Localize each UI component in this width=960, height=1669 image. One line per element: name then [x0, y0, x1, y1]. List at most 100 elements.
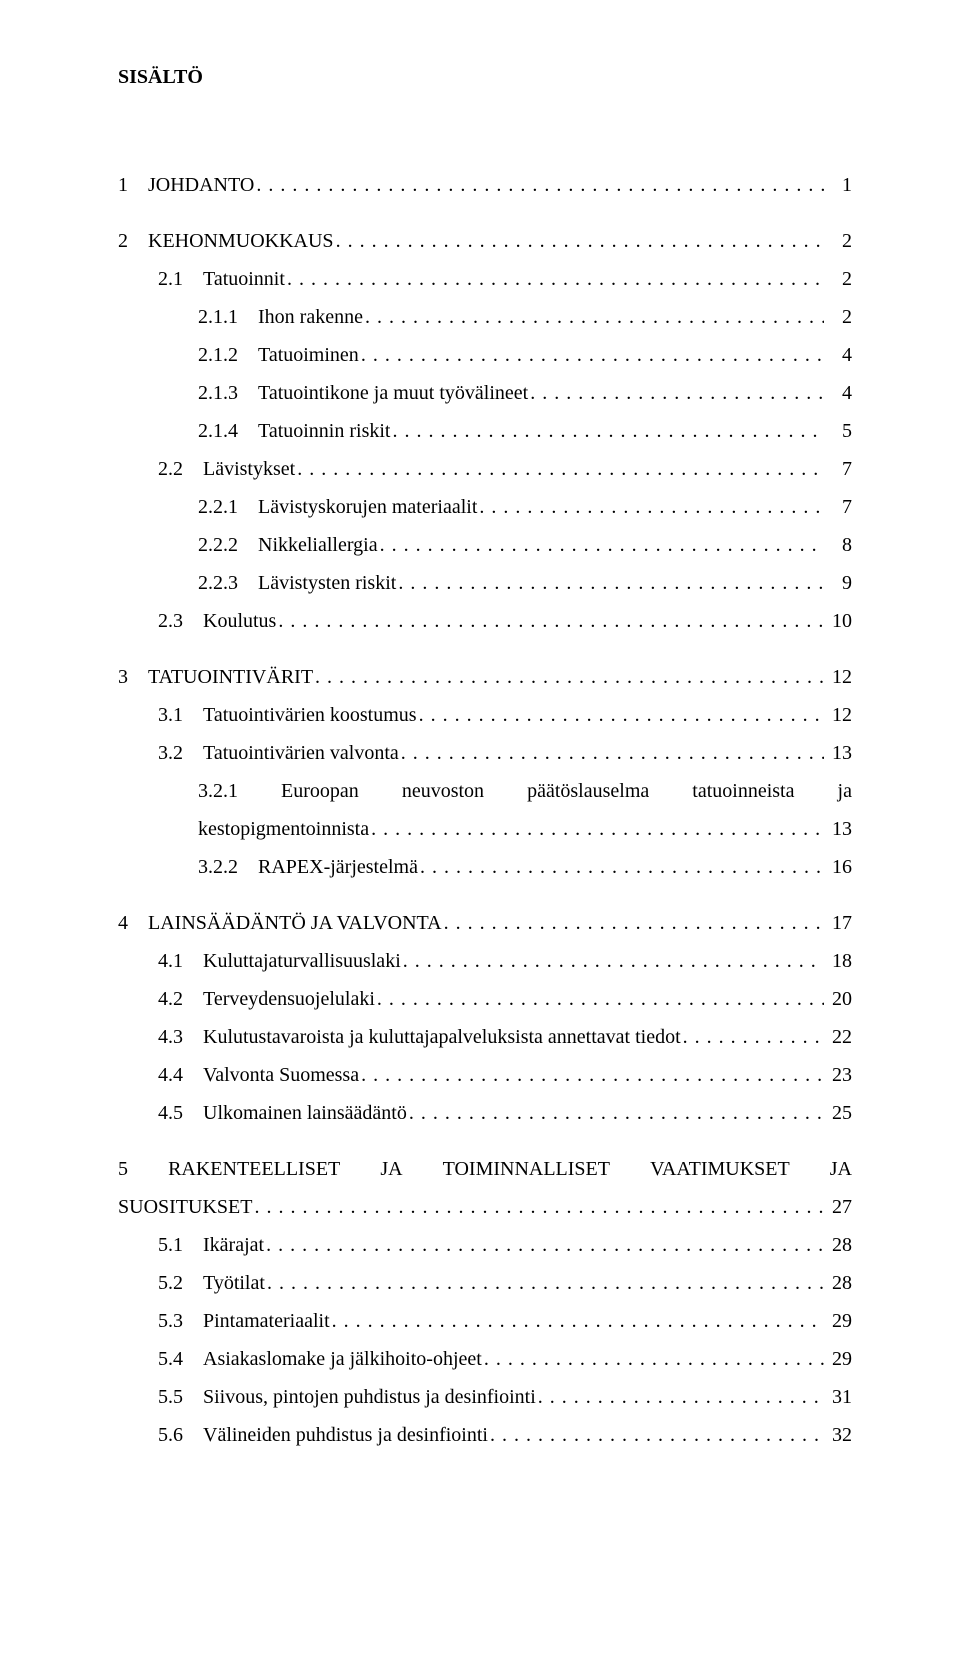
toc-label: 3.2 Tatuointivärien valvonta	[158, 734, 399, 772]
toc-entry: 5.1 Ikärajat28	[118, 1226, 852, 1264]
toc-label: 2 KEHONMUOKKAUS	[118, 222, 334, 260]
toc-label: 2.1.4 Tatuoinnin riskit	[198, 412, 390, 450]
toc-text: Kuluttajaturvallisuuslaki	[203, 950, 401, 972]
toc-number: 5.4	[158, 1348, 183, 1370]
toc-text-word: RAKENTEELLISET	[168, 1150, 340, 1188]
toc-number: 2.1	[158, 268, 183, 290]
toc-text: Tatuointivärien koostumus	[203, 704, 417, 726]
toc-number: 1	[118, 174, 128, 196]
toc-leader	[256, 166, 824, 204]
toc-entry: 4.5 Ulkomainen lainsäädäntö25	[118, 1094, 852, 1132]
toc-leader	[365, 298, 824, 336]
document-page: SISÄLTÖ 1 JOHDANTO12 KEHONMUOKKAUS22.1 T…	[0, 0, 960, 1669]
toc-number: 5.6	[158, 1424, 183, 1446]
toc-page-number: 7	[826, 488, 852, 526]
toc-entry: 5 RAKENTEELLISET JA TOIMINNALLISET VAATIMUKS…	[118, 1150, 852, 1226]
toc-entry: 3 TATUOINTIVÄRIT 12	[118, 658, 852, 696]
toc-number: 4.4	[158, 1064, 183, 1086]
toc-entry: 4.2 Terveydensuojelulaki20	[118, 980, 852, 1018]
toc-leader	[530, 374, 824, 412]
toc-page-number: 32	[826, 1416, 852, 1454]
toc-entry: 5.2 Työtilat 28	[118, 1264, 852, 1302]
toc-page-number: 16	[826, 848, 852, 886]
toc-entry: 3.2 Tatuointivärien valvonta 13	[118, 734, 852, 772]
toc-number: 2.1.2	[198, 344, 238, 366]
toc-label: 5.6 Välineiden puhdistus ja desinfiointi	[158, 1416, 488, 1454]
toc-entry: 2.2.2 Nikkeliallergia 8	[118, 526, 852, 564]
toc-page-number: 12	[826, 658, 852, 696]
toc-label: 2.1.2 Tatuoiminen	[198, 336, 359, 374]
toc-label: 2.2.2 Nikkeliallergia	[198, 526, 378, 564]
toc-page-number: 25	[826, 1094, 852, 1132]
toc-text: Lävistykset	[203, 458, 295, 480]
toc-leader	[419, 696, 824, 734]
toc-number: 5.2	[158, 1272, 183, 1294]
toc-leader	[371, 810, 824, 848]
toc-text: TATUOINTIVÄRIT	[148, 666, 313, 688]
toc-page-number: 2	[826, 260, 852, 298]
toc-number: 4.2	[158, 988, 183, 1010]
toc-label: 3 TATUOINTIVÄRIT	[118, 658, 313, 696]
toc-number: 2.3	[158, 610, 183, 632]
toc-leader	[361, 336, 824, 374]
toc-entry: 2 KEHONMUOKKAUS2	[118, 222, 852, 260]
toc-page-number: 4	[826, 374, 852, 412]
toc-entry: 4.4 Valvonta Suomessa23	[118, 1056, 852, 1094]
toc-page-number: 22	[826, 1018, 852, 1056]
toc-entry: 2.1.1 Ihon rakenne2	[118, 298, 852, 336]
toc-text-word: JA	[830, 1150, 852, 1188]
toc-entry: 3.1 Tatuointivärien koostumus12	[118, 696, 852, 734]
toc-page-number: 9	[826, 564, 852, 602]
toc-entry: 5.3 Pintamateriaalit29	[118, 1302, 852, 1340]
toc-text: Koulutus	[203, 610, 276, 632]
toc-text: kestopigmentoinnista	[198, 810, 369, 848]
toc-page-number: 13	[826, 734, 852, 772]
toc-entry: 2.1.4 Tatuoinnin riskit5	[118, 412, 852, 450]
toc-number: 3.2.2	[198, 856, 238, 878]
toc-number: 2.1.3	[198, 382, 238, 404]
toc-entry: 2.2.1 Lävistyskorujen materiaalit 7	[118, 488, 852, 526]
toc-number: 2.2.2	[198, 534, 238, 556]
toc-entry: 4.3 Kulutustavaroista ja kuluttajapalvel…	[118, 1018, 852, 1056]
toc-page-number: 28	[826, 1264, 852, 1302]
toc-page-number: 8	[826, 526, 852, 564]
toc-page-number: 23	[826, 1056, 852, 1094]
toc-text: Tatuoinnit	[203, 268, 285, 290]
toc-text-word: TOIMINNALLISET	[443, 1150, 610, 1188]
toc-text: Siivous, pintojen puhdistus ja desinfioi…	[203, 1386, 536, 1408]
toc-leader	[361, 1056, 824, 1094]
toc-number: 5.5	[158, 1386, 183, 1408]
toc-leader	[401, 734, 824, 772]
toc-entry: 1 JOHDANTO1	[118, 166, 852, 204]
toc-leader	[392, 412, 824, 450]
toc-number: 2.2	[158, 458, 183, 480]
toc-label: 1 JOHDANTO	[118, 166, 254, 204]
toc-label: 2.1.1 Ihon rakenne	[198, 298, 363, 336]
toc-label: 5.3 Pintamateriaalit	[158, 1302, 330, 1340]
toc-leader	[683, 1018, 824, 1056]
toc-text-word: ja	[838, 772, 852, 810]
toc-text: Lävistyskorujen materiaalit	[258, 496, 477, 518]
toc-text-word: päätöslauselma	[527, 772, 649, 810]
toc-entry: 5.5 Siivous, pintojen puhdistus ja desin…	[118, 1378, 852, 1416]
toc-page-number: 7	[826, 450, 852, 488]
toc-label: 2.2 Lävistykset	[158, 450, 295, 488]
toc-page-number: 4	[826, 336, 852, 374]
toc-text: Työtilat	[203, 1272, 265, 1294]
toc-text: Ulkomainen lainsäädäntö	[203, 1102, 407, 1124]
toc-leader	[278, 602, 824, 640]
toc-leader	[332, 1302, 824, 1340]
toc-page-number: 12	[826, 696, 852, 734]
toc-number: 4.3	[158, 1026, 183, 1048]
toc-number: 5	[118, 1150, 128, 1188]
toc-leader	[254, 1188, 824, 1226]
toc-label: 2.1 Tatuoinnit	[158, 260, 285, 298]
toc-entry: 2.2.3 Lävistysten riskit9	[118, 564, 852, 602]
toc-leader	[538, 1378, 824, 1416]
toc-leader	[266, 1226, 824, 1264]
toc-text-word: VAATIMUKSET	[650, 1150, 790, 1188]
toc-label: 4.2 Terveydensuojelulaki	[158, 980, 375, 1018]
toc-page-number: 17	[826, 904, 852, 942]
toc-page-number: 1	[826, 166, 852, 204]
toc-label: 2.2.1 Lävistyskorujen materiaalit	[198, 488, 477, 526]
